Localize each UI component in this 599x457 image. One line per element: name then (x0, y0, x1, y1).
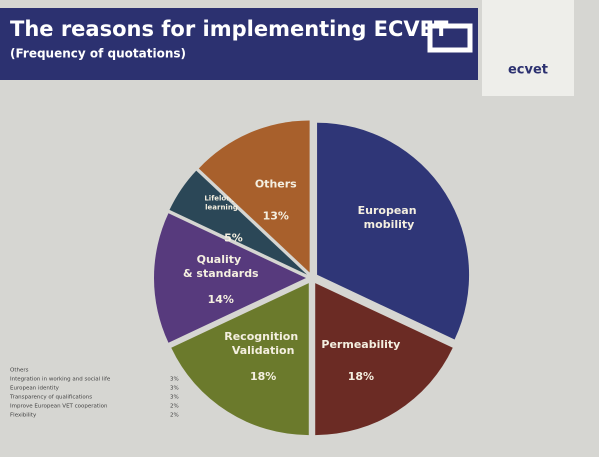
others-note: Others Integration in working and social … (9, 368, 179, 419)
note-label: Integration in working and social life (10, 377, 111, 383)
chart-subtitle: (Frequency of quotations) (10, 47, 186, 61)
pie-slice (154, 213, 306, 343)
value-label: 14% (208, 293, 234, 306)
note-value: 3% (170, 386, 179, 392)
note-label: Improve European VET cooperation (10, 404, 108, 410)
pie-slice (198, 120, 310, 273)
slice-label: Others (255, 177, 297, 190)
pie-slice (317, 122, 470, 340)
note-label: Flexibility (10, 413, 37, 419)
pie-slice (171, 283, 309, 436)
logo-text: ecvet (508, 63, 548, 78)
value-label: 5% (224, 231, 243, 244)
pie-slice (315, 283, 453, 436)
value-label: 13% (263, 209, 289, 222)
note-value: 2% (170, 413, 179, 419)
note-value: 3% (170, 395, 179, 401)
slice-label: Permeability (321, 338, 400, 351)
note-value: 3% (170, 377, 179, 383)
value-label: 18% (348, 370, 374, 383)
header-bar (0, 8, 478, 80)
slice-label: Recognition Validation (224, 330, 302, 357)
note-title: Others (10, 368, 29, 374)
value-label: 18% (250, 370, 276, 383)
header-icon (427, 23, 473, 53)
logo-box (482, 0, 574, 96)
chart-title: The reasons for implementing ECVET (10, 17, 449, 41)
slice-label: European mobility (358, 204, 421, 231)
note-label: Transparency of qualifications (9, 395, 92, 401)
note-value: 2% (170, 404, 179, 410)
pie-slice (169, 170, 308, 275)
slice-label: Quality & standards (183, 253, 259, 280)
note-label: European identity (10, 386, 60, 392)
slice-label: Lifelong learning (204, 194, 238, 211)
